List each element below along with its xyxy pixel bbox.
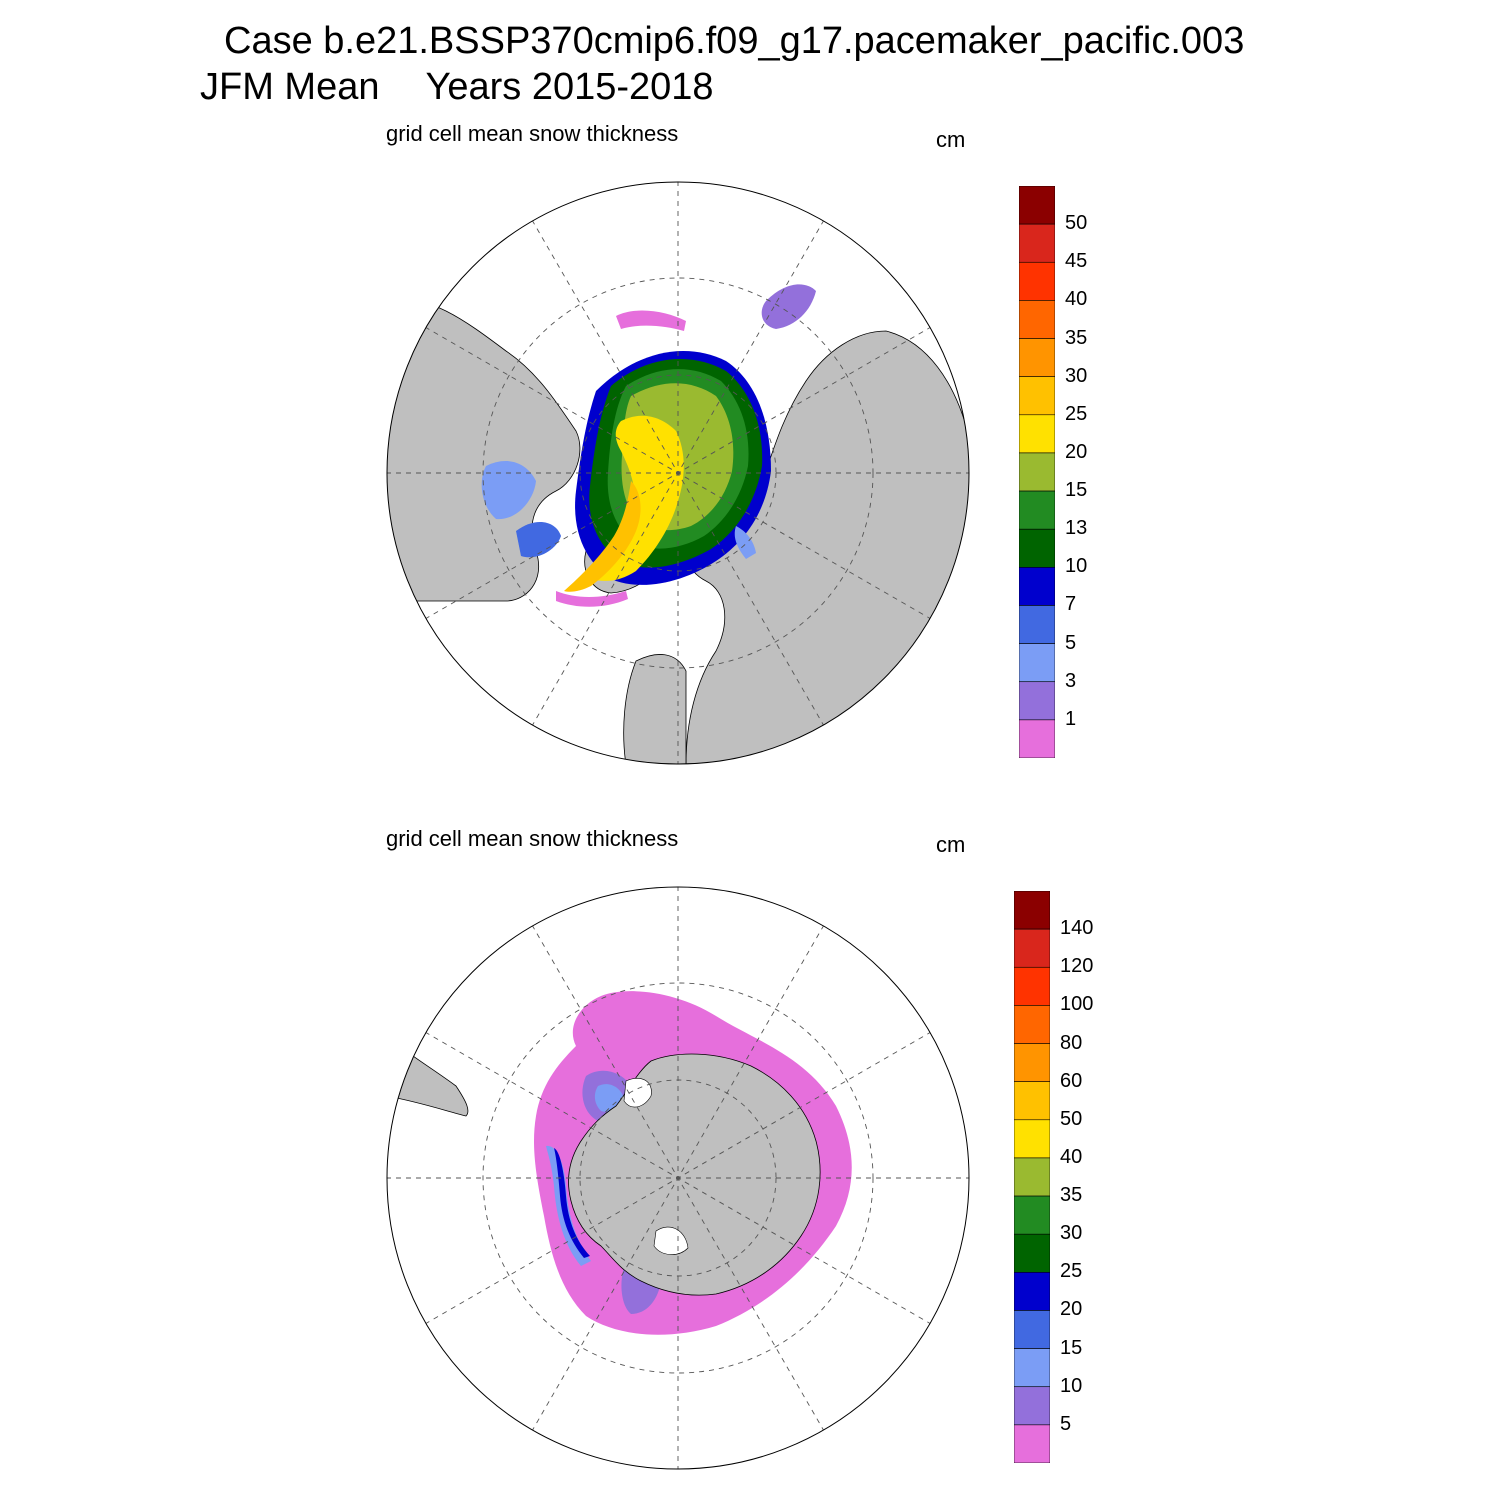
south-colorbar bbox=[1014, 891, 1050, 1463]
colorbar-tick-label: 30 bbox=[1060, 1222, 1083, 1245]
colorbar-swatch bbox=[1014, 1310, 1050, 1349]
colorbar-tick-label: 50 bbox=[1060, 1107, 1083, 1130]
colorbar-swatch bbox=[1014, 1424, 1050, 1463]
colorbar-swatch bbox=[1019, 261, 1055, 301]
colorbar-tick-label: 10 bbox=[1060, 1374, 1083, 1397]
colorbar-tick-label: 15 bbox=[1060, 1336, 1083, 1359]
colorbar-swatch bbox=[1019, 376, 1055, 416]
colorbar-swatch bbox=[1019, 186, 1055, 225]
colorbar-tick-label: 1 bbox=[1065, 707, 1077, 730]
colorbar-tick-label: 25 bbox=[1060, 1260, 1083, 1283]
north-colorbar bbox=[1019, 186, 1055, 758]
north-units: cm bbox=[936, 127, 966, 152]
graticule bbox=[387, 887, 969, 1469]
colorbar-tick-label: 25 bbox=[1065, 402, 1088, 425]
colorbar-swatch bbox=[1019, 528, 1055, 568]
colorbar-swatch bbox=[1014, 1119, 1050, 1159]
colorbar-tick-label: 45 bbox=[1065, 250, 1088, 273]
colorbar-tick-label: 80 bbox=[1060, 1031, 1083, 1054]
colorbar-swatch bbox=[1014, 1081, 1050, 1121]
colorbar-swatch bbox=[1019, 643, 1055, 683]
season-label: JFM Mean bbox=[200, 66, 380, 108]
colorbar-tick-label: 40 bbox=[1060, 1145, 1083, 1168]
colorbar-swatch bbox=[1019, 681, 1055, 721]
north-polar-map bbox=[386, 181, 970, 765]
snow-thickness-field bbox=[481, 284, 816, 607]
colorbar-tick-label: 20 bbox=[1065, 440, 1088, 463]
colorbar-swatch bbox=[1014, 1272, 1050, 1311]
colorbar-swatch bbox=[1014, 1157, 1050, 1197]
colorbar-swatch bbox=[1019, 490, 1055, 530]
colorbar-swatch bbox=[1019, 719, 1055, 758]
years-label: Years 2015-2018 bbox=[425, 66, 714, 108]
colorbar-tick-label: 40 bbox=[1065, 288, 1088, 311]
colorbar-swatch bbox=[1019, 223, 1055, 263]
colorbar-tick-label: 15 bbox=[1065, 479, 1088, 502]
colorbar-tick-label: 35 bbox=[1065, 326, 1088, 349]
colorbar-tick-label: 10 bbox=[1065, 555, 1088, 578]
colorbar-tick-label: 35 bbox=[1060, 1184, 1083, 1207]
colorbar-swatch bbox=[1014, 1386, 1050, 1426]
colorbar-tick-label: 5 bbox=[1060, 1412, 1072, 1435]
land-europe bbox=[623, 654, 687, 764]
colorbar-swatch bbox=[1014, 928, 1050, 968]
colorbar-swatch bbox=[1014, 1043, 1050, 1082]
season-years-title: JFM Mean Years 2015-2018 bbox=[200, 66, 714, 109]
land-antarctica bbox=[568, 1053, 821, 1296]
colorbar-tick-label: 140 bbox=[1060, 917, 1094, 940]
north-subtitle: grid cell mean snow thickness bbox=[386, 121, 679, 146]
colorbar-swatch bbox=[1014, 1195, 1050, 1235]
colorbar-tick-label: 30 bbox=[1065, 364, 1088, 387]
graticule bbox=[387, 182, 969, 764]
colorbar-swatch bbox=[1014, 1348, 1050, 1388]
colorbar-tick-label: 100 bbox=[1060, 993, 1094, 1016]
colorbar-tick-label: 20 bbox=[1060, 1298, 1083, 1321]
south-polar-map bbox=[386, 886, 970, 1470]
colorbar-swatch bbox=[1014, 1005, 1050, 1044]
colorbar-swatch bbox=[1019, 452, 1055, 492]
colorbar-tick-label: 60 bbox=[1060, 1069, 1083, 1092]
colorbar-swatch bbox=[1019, 414, 1055, 454]
south-units: cm bbox=[936, 832, 966, 857]
colorbar-tick-label: 3 bbox=[1065, 669, 1077, 692]
colorbar-swatch bbox=[1014, 966, 1050, 1006]
colorbar-swatch bbox=[1019, 338, 1055, 377]
colorbar-tick-label: 50 bbox=[1065, 212, 1088, 235]
colorbar-swatch bbox=[1019, 300, 1055, 339]
colorbar-swatch bbox=[1014, 891, 1050, 930]
south-subtitle: grid cell mean snow thickness bbox=[386, 826, 679, 851]
colorbar-tick-label: 5 bbox=[1065, 631, 1077, 654]
colorbar-swatch bbox=[1014, 1233, 1050, 1273]
colorbar-swatch bbox=[1019, 567, 1055, 606]
case-title: Case b.e21.BSSP370cmip6.f09_g17.pacemake… bbox=[224, 20, 1245, 62]
colorbar-swatch bbox=[1019, 605, 1055, 644]
colorbar-tick-label: 7 bbox=[1065, 593, 1077, 616]
colorbar-tick-label: 13 bbox=[1065, 517, 1088, 540]
colorbar-tick-label: 120 bbox=[1060, 955, 1094, 978]
